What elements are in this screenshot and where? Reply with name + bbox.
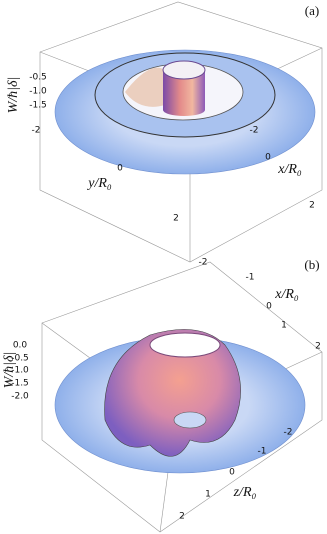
panel-b-surface xyxy=(54,329,306,474)
tick-label: 2 xyxy=(179,512,185,522)
tick-label: 1 xyxy=(205,490,211,500)
tick-label: 0 xyxy=(117,164,123,174)
panel-label: (a) xyxy=(305,3,319,18)
tick-label: 2 xyxy=(315,342,321,352)
axis-label: x/R₀ xyxy=(277,162,302,177)
axis-label: x/R₀ xyxy=(274,287,299,302)
tick-label: -1.0 xyxy=(29,87,47,97)
tick-label: 0 xyxy=(229,468,235,478)
tick-label: -2 xyxy=(32,126,41,136)
tick-label: 2 xyxy=(309,201,315,211)
panel-a-surface xyxy=(54,49,316,175)
tick-label: 1 xyxy=(281,321,287,331)
tick-label: -2 xyxy=(199,258,208,268)
tick-label: 0 xyxy=(266,302,272,312)
tick-label: -1 xyxy=(258,447,267,457)
axis-label: W/ħ|δ| xyxy=(6,77,21,114)
tick-label: -1.0 xyxy=(11,366,29,376)
tick-label: 0 xyxy=(265,153,271,163)
axis-label: z/R₀ xyxy=(233,485,257,500)
tick-label: 2 xyxy=(173,214,179,224)
tick-label: 0.0 xyxy=(13,341,28,351)
tick-label: -2.0 xyxy=(11,392,29,402)
tick-label: -2 xyxy=(250,126,259,136)
panel-label: (b) xyxy=(304,257,319,272)
tick-label: -2 xyxy=(284,428,293,438)
tick-label: -0.5 xyxy=(29,73,47,83)
axis-label: y/R₀ xyxy=(86,176,112,191)
tick-label: -1 xyxy=(246,273,255,283)
tick-label: -0.5 xyxy=(11,354,29,364)
tick-label: -1.5 xyxy=(29,101,47,111)
axis-label: W/ħ|δ| xyxy=(2,352,17,389)
tick-label: -1.5 xyxy=(11,379,29,389)
